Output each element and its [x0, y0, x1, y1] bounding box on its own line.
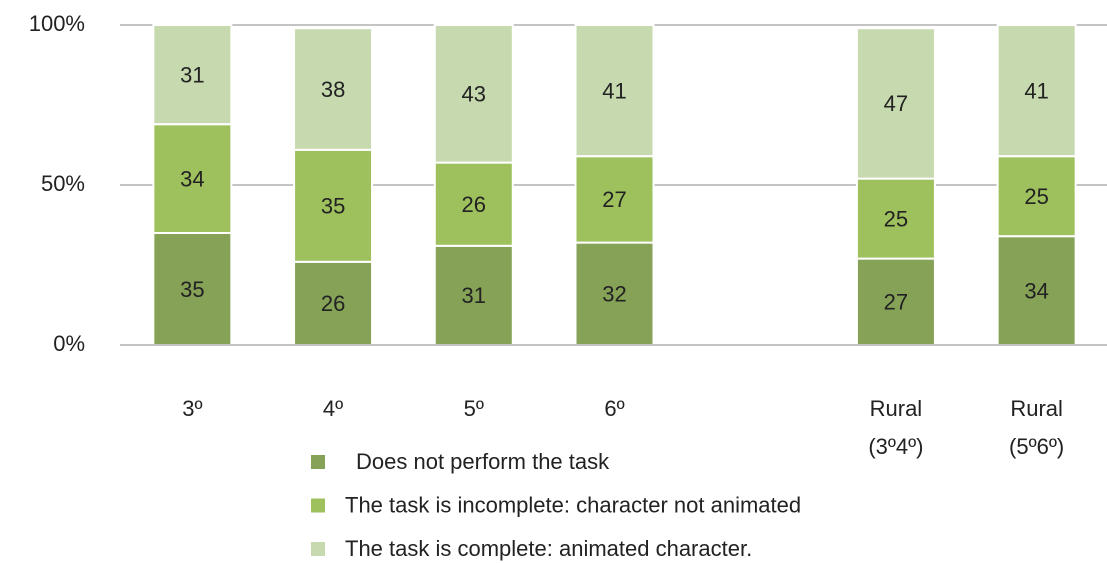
legend-label: Does not perform the task — [356, 449, 610, 474]
x-tick-label: Rural (3º4º) — [868, 396, 924, 459]
bar-segment — [433, 244, 514, 346]
bar-segment — [574, 24, 655, 158]
legend-label: The task is incomplete: character not an… — [345, 492, 801, 517]
legend-swatch — [311, 455, 325, 469]
x-tick-label: 6º — [604, 396, 625, 421]
legend-label: The task is complete: animated character… — [345, 536, 752, 561]
y-tick-label: 50% — [41, 171, 85, 196]
data-label: 27 — [602, 187, 626, 212]
data-label: 25 — [1024, 184, 1048, 209]
bar-segment — [855, 257, 936, 347]
bar-segment — [433, 24, 514, 164]
data-label: 35 — [180, 277, 204, 302]
x-tick-label: Rural (5º6º) — [1009, 396, 1065, 459]
bar-segment — [293, 27, 374, 151]
x-tick-label: 4º — [322, 396, 344, 421]
data-label: 27 — [884, 290, 908, 315]
bar-segment — [996, 155, 1077, 238]
data-label: 41 — [1024, 78, 1048, 103]
legend-swatch — [311, 542, 325, 556]
data-label: 47 — [884, 91, 908, 116]
data-label: 38 — [321, 77, 345, 102]
legend-swatch — [311, 498, 325, 513]
bar-segment — [996, 235, 1077, 346]
data-label: 31 — [180, 62, 204, 87]
data-label: 32 — [602, 282, 626, 307]
data-label: 43 — [462, 82, 486, 107]
bar-segment — [152, 232, 233, 346]
bar-segment — [574, 155, 655, 244]
y-tick-label: 100% — [29, 11, 85, 36]
bar-segment — [152, 24, 233, 126]
data-label: 41 — [602, 78, 626, 103]
data-label: 25 — [884, 206, 908, 231]
bar-segment — [996, 24, 1077, 158]
data-label: 35 — [321, 194, 345, 219]
bar-segment — [855, 27, 936, 180]
data-label: 34 — [180, 166, 204, 191]
data-label: 26 — [462, 192, 486, 217]
bar-segment — [433, 161, 514, 247]
data-label: 34 — [1024, 278, 1048, 303]
data-label: 26 — [321, 291, 345, 316]
x-tick-label: 5º — [463, 396, 484, 421]
y-tick-label: 0% — [53, 331, 85, 356]
data-label: 31 — [462, 283, 486, 308]
bar-segment — [293, 148, 374, 263]
x-tick-label: 3º — [182, 396, 203, 421]
